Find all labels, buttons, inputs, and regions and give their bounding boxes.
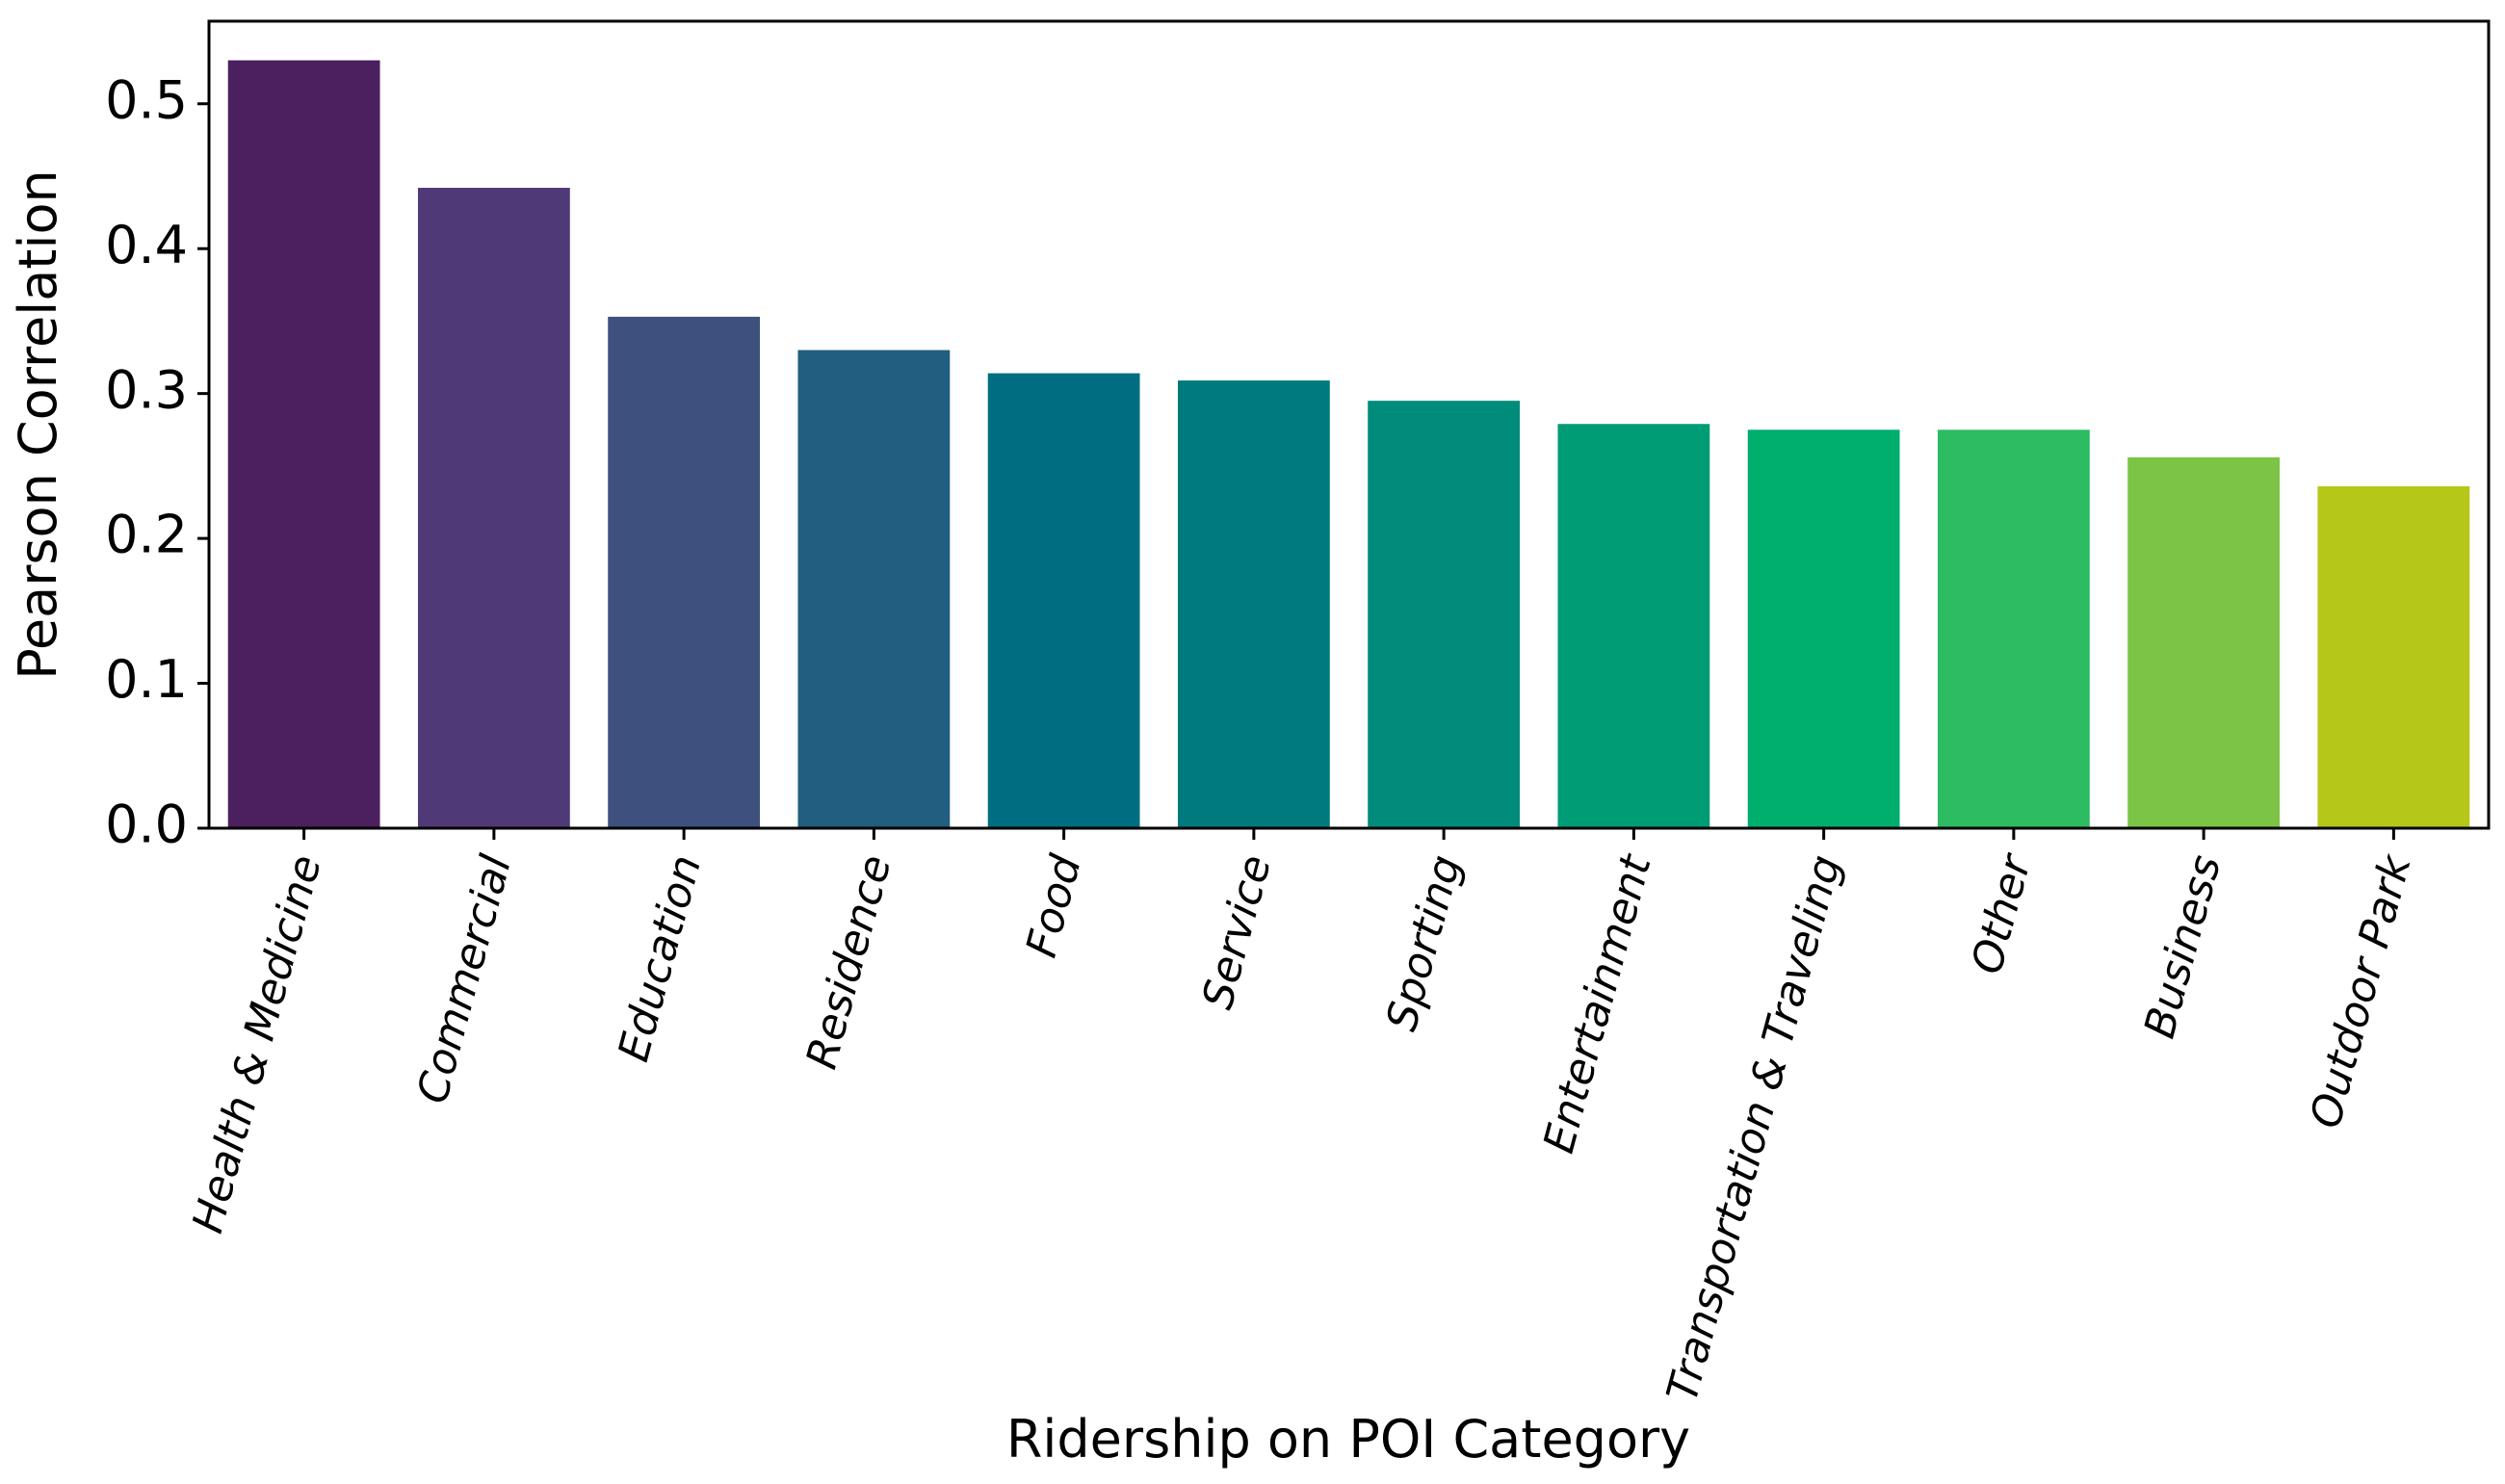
bar-7	[1557, 424, 1710, 828]
bar-1	[417, 188, 570, 828]
x-tick-label-7: Entertainment	[1534, 848, 1661, 1159]
x-axis: Health & Medicine Commercial Education Resi…	[183, 828, 2421, 1407]
bar-4	[987, 373, 1140, 828]
x-tick-label-3: Residence	[797, 850, 901, 1074]
bar-10	[2127, 456, 2281, 828]
x-tick-label-0: Health & Medicine	[183, 850, 331, 1238]
y-tick-label-2: 0.2	[105, 505, 188, 565]
x-tick-label-5: Service	[1193, 850, 1281, 1014]
bar-6	[1368, 401, 1521, 828]
x-axis-title: Ridership on POI Category	[1006, 1409, 1690, 1470]
y-axis-title: Pearson Correlation	[8, 169, 68, 679]
x-tick-label-8: Transportation & Traveling	[1657, 850, 1851, 1407]
y-tick-label-3: 0.3	[105, 359, 188, 420]
x-tick-label-1: Commercial	[407, 849, 521, 1108]
bar-3	[797, 350, 951, 828]
y-tick-label-5: 0.5	[105, 69, 188, 130]
x-tick-label-4: Food	[1017, 849, 1091, 963]
x-tick-label-6: Sporting	[1377, 850, 1471, 1036]
bars	[227, 60, 2470, 828]
bar-2	[608, 316, 761, 828]
plot-frame	[207, 19, 2491, 830]
x-tick-label-2: Education	[609, 850, 711, 1067]
bar-5	[1177, 380, 1330, 828]
x-tick-label-10: Business	[2135, 850, 2231, 1044]
bar-11	[2317, 485, 2470, 828]
y-tick-label-0: 0.0	[105, 794, 188, 855]
x-tick-label-9: Other	[1962, 847, 2041, 979]
y-axis: 0.0 0.1 0.2 0.3 0.4 0.5	[105, 69, 209, 855]
bar-0	[227, 60, 380, 828]
bar-8	[1747, 430, 1900, 828]
x-tick-label-11: Outdoor Park	[2301, 848, 2421, 1133]
y-tick-label-1: 0.1	[105, 649, 188, 710]
y-tick-label-4: 0.4	[105, 215, 188, 275]
bar-9	[1937, 430, 2090, 828]
